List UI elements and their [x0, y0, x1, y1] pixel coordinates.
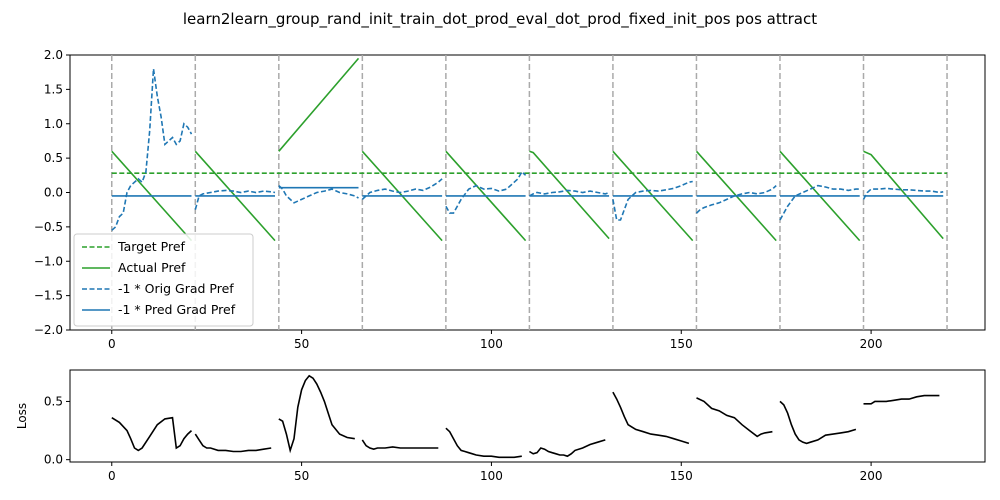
- x-tick-label: 0: [108, 469, 116, 483]
- series-1-orig-grad-pref: [529, 189, 610, 197]
- y-tick-label: 0.5: [44, 394, 63, 408]
- series-actual-pref: [529, 150, 610, 240]
- series-1-orig-grad-pref: [779, 184, 860, 221]
- x-tick-label: 200: [860, 337, 883, 351]
- loss-line-segment: [361, 439, 439, 451]
- y-tick-label: 0.0: [44, 186, 63, 200]
- legend: Target Pref Actual Pref -1 * Orig Grad Pre…: [73, 233, 254, 327]
- x-tick-label: 150: [670, 337, 693, 351]
- legend-label: -1 * Pred Grad Pref: [118, 302, 236, 317]
- loss-series: [111, 374, 940, 459]
- x-tick-label: 100: [480, 337, 503, 351]
- loss-line-segment: [111, 416, 193, 452]
- x-tick-label: 100: [480, 469, 503, 483]
- y-tick-label: −1.0: [34, 254, 63, 268]
- series-actual-pref: [278, 57, 360, 152]
- y-tick-label: −0.5: [34, 220, 63, 234]
- top-series: [111, 57, 947, 242]
- series-1-orig-grad-pref: [862, 187, 944, 200]
- bottom-x-ticks: 0 50 100 150 200: [108, 462, 883, 483]
- legend-label: -1 * Orig Grad Pref: [118, 281, 234, 296]
- x-tick-label: 50: [294, 469, 309, 483]
- loss-line-segment: [863, 394, 940, 405]
- series-1-orig-grad-pref: [111, 68, 193, 231]
- bottom-axes: 0 50 100 150 200 0.0 0.5 Loss: [15, 369, 986, 483]
- loss-line-segment: [696, 397, 773, 438]
- chart-title: learn2learn_group_rand_init_train_dot_pr…: [183, 10, 817, 29]
- x-tick-label: 0: [108, 337, 116, 351]
- loss-line-segment: [278, 374, 355, 454]
- series-actual-pref: [863, 150, 944, 240]
- y-tick-label: −1.5: [34, 289, 63, 303]
- y-tick-label: 0.0: [44, 453, 63, 467]
- series-1-orig-grad-pref: [278, 185, 359, 204]
- top-axes: 0 50 100 150 200 −2.0 −1.5 −1.0 −0.5 0.0 0.5 1.0 1.…: [34, 48, 986, 351]
- loss-line-segment: [194, 433, 272, 453]
- loss-line-segment: [779, 400, 857, 445]
- series-1-orig-grad-pref: [612, 180, 693, 221]
- top-y-ticks: −2.0 −1.5 −1.0 −0.5 0.0 0.5 1.0 1.5 2.0: [34, 48, 70, 337]
- legend-label: Target Pref: [117, 239, 186, 254]
- series-1-orig-grad-pref: [445, 170, 527, 214]
- series-1-orig-grad-pref: [361, 178, 443, 200]
- legend-label: Actual Pref: [118, 260, 186, 275]
- y-tick-label: 0.5: [44, 151, 63, 165]
- x-tick-label: 150: [670, 469, 693, 483]
- y-tick-label: 2.0: [44, 48, 63, 62]
- legend-box: [73, 233, 254, 327]
- y-tick-label: 1.0: [44, 117, 63, 131]
- bottom-y-ticks: 0.0 0.5: [44, 394, 70, 467]
- top-x-ticks: 0 50 100 150 200: [108, 330, 883, 351]
- series-1-orig-grad-pref: [194, 189, 276, 210]
- x-tick-label: 200: [860, 469, 883, 483]
- loss-line-segment: [612, 391, 690, 445]
- loss-axis-label: Loss: [15, 403, 29, 429]
- loss-line-segment: [445, 427, 522, 459]
- y-tick-label: −2.0: [34, 323, 63, 337]
- y-tick-label: 1.5: [44, 82, 63, 96]
- x-tick-label: 50: [294, 337, 309, 351]
- series-1-orig-grad-pref: [695, 185, 777, 214]
- loss-line-segment: [528, 439, 606, 458]
- bottom-plot-frame: [69, 369, 986, 463]
